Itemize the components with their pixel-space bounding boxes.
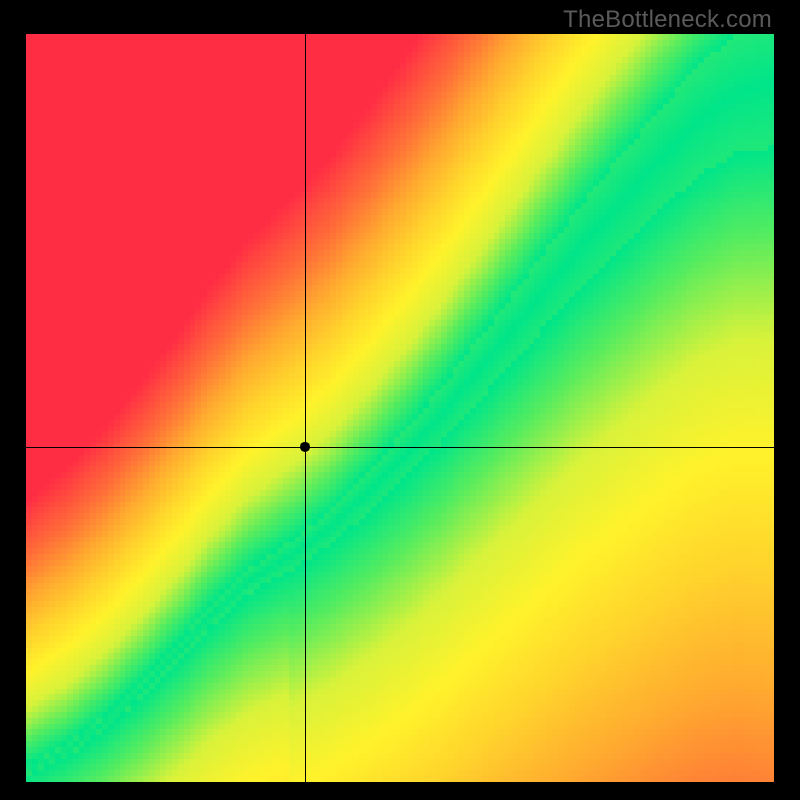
- bottleneck-heatmap: [26, 34, 774, 782]
- chart-frame: TheBottleneck.com: [0, 0, 800, 800]
- watermark-text: TheBottleneck.com: [563, 6, 772, 34]
